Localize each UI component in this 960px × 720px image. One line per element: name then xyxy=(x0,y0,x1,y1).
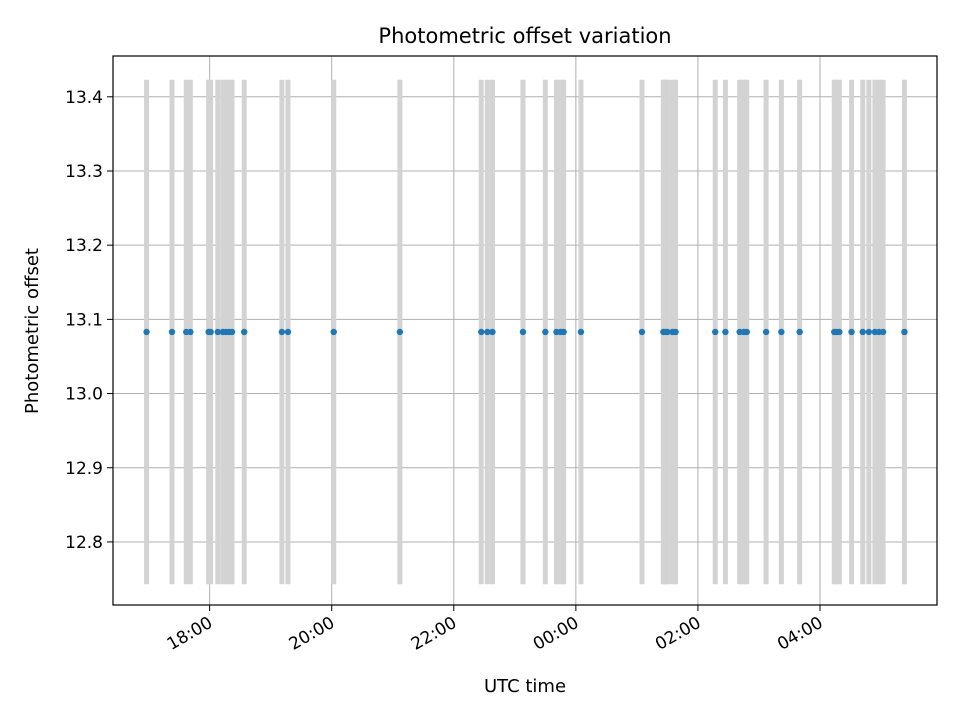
chart-title: Photometric offset variation xyxy=(378,24,671,48)
x-axis-ticks: 18:00 20:00 22:00 00:00 02:00 04:00 xyxy=(164,605,827,655)
x-tick-label: 22:00 xyxy=(408,613,460,655)
data-point-layer xyxy=(143,328,908,336)
data-point xyxy=(214,328,221,336)
data-point xyxy=(796,328,803,336)
data-point xyxy=(143,328,150,336)
y-axis-ticks: 12.8 12.9 13.0 13.1 13.2 13.3 13.4 xyxy=(65,88,113,553)
data-point xyxy=(762,328,770,336)
data-point xyxy=(168,328,176,336)
x-axis-label: UTC time xyxy=(484,676,566,697)
data-point xyxy=(722,328,729,336)
y-tick-label: 13.1 xyxy=(65,310,103,330)
data-point xyxy=(743,328,750,336)
data-point xyxy=(489,328,496,336)
data-point xyxy=(228,328,236,336)
data-point xyxy=(207,328,214,336)
data-point xyxy=(638,328,646,336)
data-point xyxy=(672,328,679,336)
data-point xyxy=(778,328,785,336)
data-point xyxy=(284,328,292,336)
data-point xyxy=(396,328,404,336)
data-point xyxy=(484,328,491,336)
data-point xyxy=(519,328,527,336)
data-point xyxy=(330,328,337,336)
y-tick-label: 12.8 xyxy=(65,533,103,553)
data-point xyxy=(478,328,485,336)
data-point xyxy=(241,328,248,336)
x-tick-label: 04:00 xyxy=(774,613,826,655)
x-tick-label: 18:00 xyxy=(164,613,216,655)
y-tick-label: 13.4 xyxy=(65,88,103,108)
y-tick-label: 13.0 xyxy=(65,385,103,405)
data-point xyxy=(542,328,549,336)
plot-frame xyxy=(112,55,938,606)
x-tick-label: 20:00 xyxy=(286,613,338,655)
data-point xyxy=(577,328,585,336)
data-point xyxy=(187,328,194,336)
data-point xyxy=(848,328,855,336)
y-tick-label: 12.9 xyxy=(65,459,103,479)
data-point xyxy=(865,328,873,336)
data-point xyxy=(712,328,719,336)
data-point xyxy=(664,328,671,336)
y-tick-label: 13.3 xyxy=(65,162,103,182)
data-point xyxy=(901,328,908,336)
y-axis-label: Photometric offset xyxy=(22,248,43,414)
data-point xyxy=(560,328,567,336)
data-point xyxy=(859,328,866,336)
data-point xyxy=(836,328,843,336)
x-tick-label: 02:00 xyxy=(652,613,704,655)
data-point xyxy=(879,328,887,336)
y-tick-label: 13.2 xyxy=(65,236,103,256)
data-point xyxy=(278,328,286,336)
x-tick-label: 00:00 xyxy=(530,613,582,655)
